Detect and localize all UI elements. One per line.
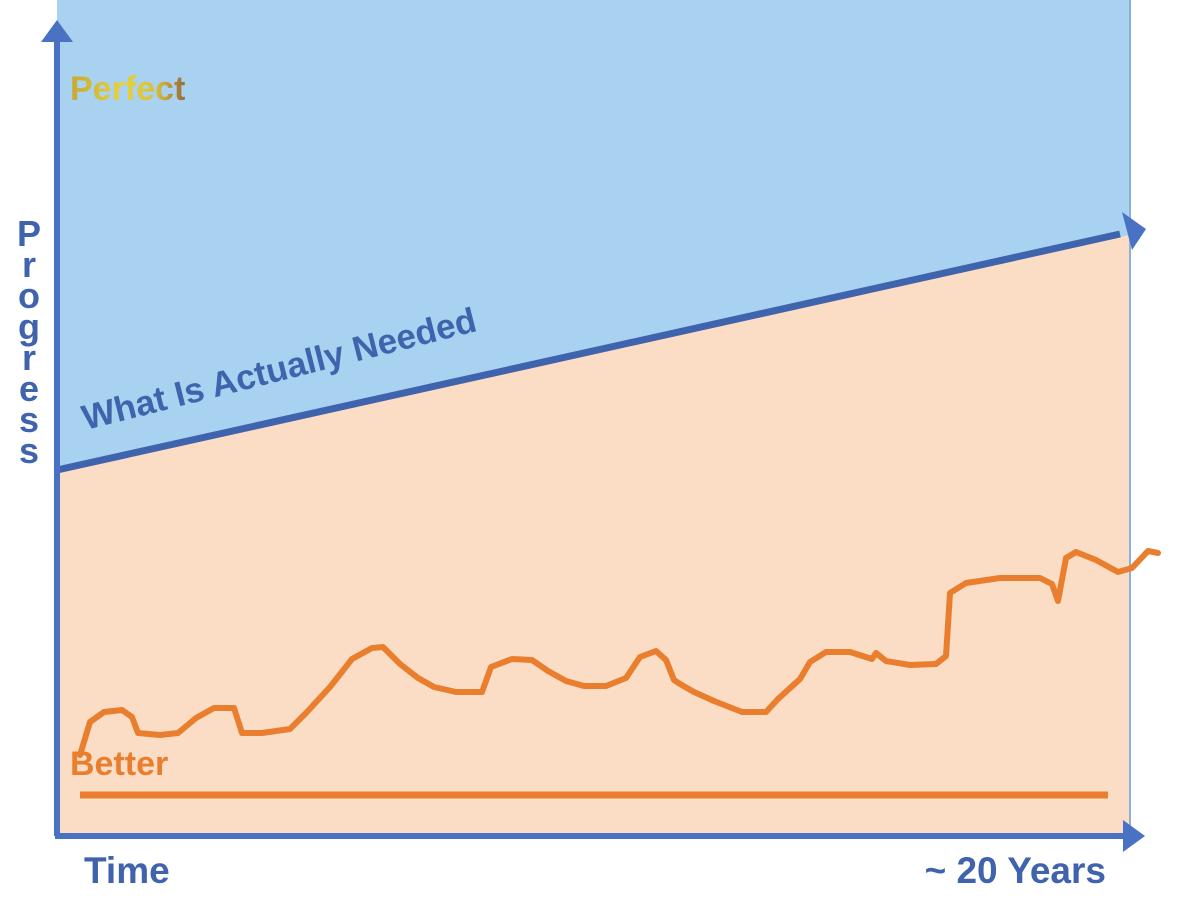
better-label: Better <box>70 745 169 783</box>
progress-curve <box>77 548 1161 758</box>
upper-region <box>57 0 1130 470</box>
boundary-line <box>56 230 1121 474</box>
arrow-right-icon <box>1122 212 1146 250</box>
arrow-up-icon <box>41 20 73 42</box>
arrow-right-icon <box>1123 820 1145 852</box>
perfect-label: Perfect <box>70 70 186 108</box>
lower-region <box>57 235 1130 836</box>
y-axis-title: Progress <box>16 213 41 471</box>
x-axis-start-label: Time <box>84 850 170 891</box>
x-axis-end-label: ~ 20 Years <box>924 850 1106 891</box>
